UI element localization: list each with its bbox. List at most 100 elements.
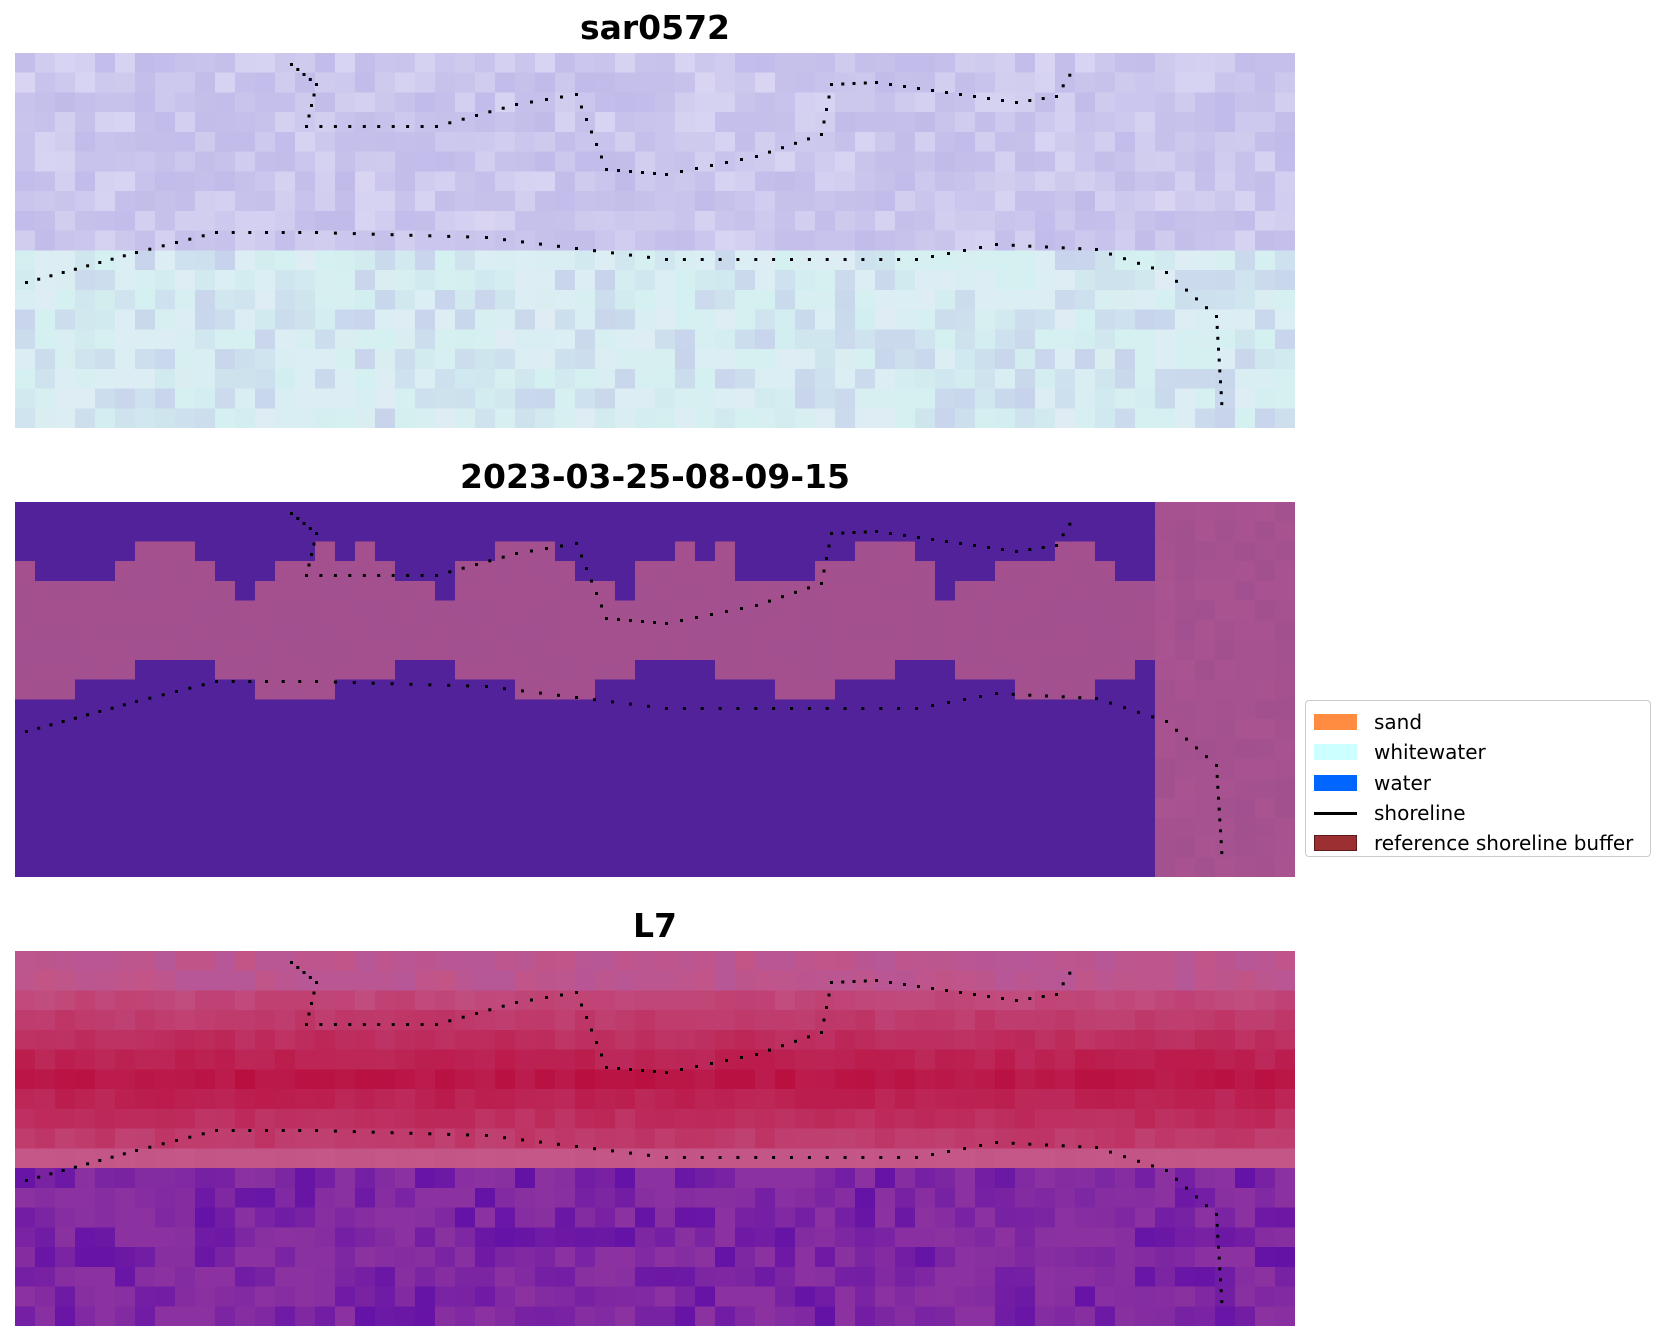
- shoreline-point: [1123, 706, 1126, 710]
- shoreline-point: [807, 586, 810, 590]
- shoreline-point: [987, 546, 990, 549]
- shoreline-point: [1055, 95, 1058, 98]
- shoreline-point: [188, 237, 192, 241]
- panel-title-index: L7: [633, 906, 677, 945]
- shoreline-point: [1219, 829, 1222, 833]
- shoreline-point: [1218, 1267, 1222, 1271]
- shoreline-point: [315, 981, 318, 984]
- shoreline-point: [827, 544, 831, 548]
- shoreline-point: [1217, 796, 1220, 800]
- shoreline-point: [1195, 297, 1198, 301]
- shoreline-point: [629, 253, 632, 257]
- shoreline-point: [319, 1023, 323, 1026]
- shoreline-point: [310, 553, 313, 556]
- shoreline-point: [718, 1156, 722, 1159]
- shoreline-point: [875, 81, 878, 84]
- shoreline-point: [539, 1140, 542, 1144]
- shoreline-point: [435, 574, 438, 577]
- shoreline-point: [148, 247, 152, 251]
- shoreline-point: [1078, 1145, 1082, 1149]
- shoreline-point: [1165, 271, 1168, 274]
- shoreline-point: [521, 1138, 524, 1142]
- shoreline-point: [682, 707, 686, 710]
- shoreline-point: [973, 544, 976, 547]
- shoreline-point: [302, 73, 306, 76]
- shoreline-point: [122, 254, 126, 258]
- shoreline-point: [1137, 261, 1140, 265]
- shoreline-point: [710, 164, 713, 167]
- shoreline-point: [979, 1144, 982, 1147]
- shoreline-point: [448, 570, 452, 574]
- shoreline-point: [161, 244, 165, 248]
- shoreline-point: [590, 1028, 593, 1032]
- shoreline-point: [736, 258, 740, 261]
- shoreline-point: [371, 1130, 375, 1134]
- shoreline-point: [333, 231, 337, 235]
- shoreline-point: [695, 1065, 698, 1068]
- shoreline-point: [897, 258, 901, 261]
- shoreline-point: [595, 143, 598, 146]
- shoreline-point: [281, 1129, 285, 1132]
- shoreline-point: [1061, 533, 1065, 537]
- shoreline-point: [530, 998, 533, 1002]
- legend-label: sand: [1374, 710, 1423, 735]
- shoreline-point: [315, 680, 318, 683]
- shoreline-point: [86, 713, 90, 717]
- shoreline-point: [725, 1059, 728, 1062]
- shoreline-point: [718, 258, 722, 261]
- shoreline-point: [827, 993, 831, 997]
- shoreline-line-swatch: [1314, 811, 1357, 815]
- shoreline-point: [175, 1139, 178, 1142]
- shoreline-point: [945, 989, 948, 992]
- shoreline-point: [1216, 336, 1220, 340]
- shoreline-point: [1215, 764, 1218, 767]
- shoreline-point: [1185, 737, 1188, 741]
- shoreline-point: [409, 1131, 413, 1135]
- shoreline-point: [772, 1156, 776, 1159]
- shoreline-point: [231, 231, 235, 234]
- shoreline-point: [947, 252, 950, 255]
- shoreline-point: [781, 595, 784, 599]
- shoreline-point: [333, 574, 337, 577]
- shoreline-point: [305, 574, 308, 577]
- shoreline-point: [605, 1066, 608, 1069]
- shoreline-point: [863, 979, 867, 983]
- shoreline-point: [647, 255, 650, 259]
- shoreline-point: [617, 1067, 620, 1070]
- shoreline-point: [1045, 694, 1048, 698]
- shoreline-point: [863, 530, 867, 534]
- shoreline-point: [963, 249, 966, 252]
- shoreline-point: [310, 104, 313, 107]
- shoreline-point: [820, 1031, 823, 1034]
- shoreline-point: [852, 531, 856, 534]
- shoreline-point: [585, 567, 588, 570]
- shoreline-point: [665, 622, 668, 625]
- shoreline-point: [406, 574, 410, 577]
- shoreline-point: [1216, 785, 1220, 789]
- shoreline-point: [590, 579, 593, 583]
- shoreline-point: [641, 620, 644, 623]
- shoreline-point: [575, 93, 578, 96]
- panel-title-rgb: sar0572: [579, 8, 731, 47]
- shoreline-point: [1215, 325, 1219, 329]
- shoreline-point: [1028, 693, 1032, 697]
- shoreline-point: [281, 680, 285, 683]
- shoreline-point: [879, 1156, 883, 1159]
- water-swatch: [1314, 774, 1357, 791]
- shoreline-point: [406, 125, 410, 128]
- shoreline-point: [435, 125, 438, 128]
- shoreline-point: [521, 689, 524, 693]
- shoreline-point: [653, 1070, 656, 1073]
- shoreline-point: [1028, 99, 1032, 102]
- shoreline-point: [315, 231, 318, 234]
- shoreline-point: [790, 707, 793, 710]
- shoreline-point: [545, 996, 548, 999]
- legend-item-sand: sand: [1314, 707, 1650, 737]
- shoreline-point: [947, 1150, 950, 1153]
- shoreline-point: [501, 106, 505, 110]
- shoreline-point: [305, 125, 308, 128]
- shoreline-point: [447, 234, 451, 238]
- shoreline-point: [296, 517, 300, 520]
- shoreline-point: [945, 91, 948, 94]
- shoreline-point: [917, 985, 920, 988]
